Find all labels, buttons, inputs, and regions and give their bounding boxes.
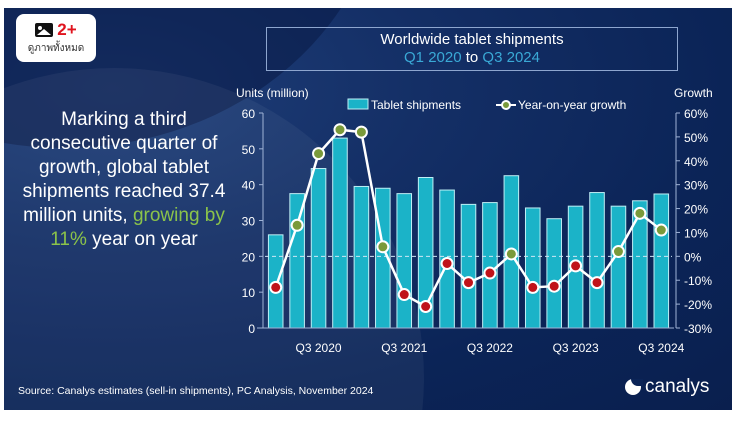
- y-tick-label: 10: [242, 286, 256, 300]
- growth-point-q3-2023: [569, 259, 583, 273]
- logo-text: canalys: [645, 376, 710, 397]
- growth-point-q1-2022: [440, 257, 454, 270]
- growth-point-q1-2023: [526, 280, 540, 294]
- legend-label-shipments: Tablet shipments: [371, 98, 461, 112]
- y2-tick-label: -30%: [684, 322, 712, 336]
- growth-point-q3-2020: [312, 147, 326, 161]
- subtitle-to: Q3 2024: [482, 49, 540, 66]
- canalys-logo-icon: [625, 379, 643, 395]
- growth-point-q2-2022: [462, 276, 475, 290]
- growth-point-q4-2020: [333, 123, 347, 137]
- growth-point-q2-2020: [290, 218, 304, 232]
- source-note: Source: Canalys estimates (sell-in shipm…: [18, 385, 374, 397]
- bar-q1-2021: [353, 185, 370, 329]
- bar-q4-2020: [332, 137, 348, 329]
- view-all-label: ดูภาพทั้งหมด: [27, 43, 85, 54]
- bar-q1-2024: [610, 205, 627, 329]
- y-tick-label: 50: [242, 143, 256, 157]
- y2-tick-label: -10%: [684, 274, 712, 288]
- growth-point-q2-2023: [547, 279, 561, 293]
- chart-title: Worldwide tablet shipments: [380, 31, 564, 48]
- y-tick-label: 0: [248, 322, 255, 336]
- y2-tick-label: 20%: [684, 203, 708, 217]
- bar-q3-2020: [310, 168, 327, 329]
- subtitle-to-word: to: [465, 49, 479, 66]
- y2-tick-label: 0%: [684, 250, 702, 264]
- bar-q2-2023: [546, 218, 562, 329]
- bar-q3-2022: [482, 202, 498, 329]
- canalys-logo: canalys: [625, 376, 709, 398]
- growth-point-q3-2022: [483, 266, 497, 280]
- y-tick-label: 20: [242, 250, 256, 264]
- growth-point-q1-2020: [269, 280, 283, 294]
- bar-q3-2021: [396, 193, 413, 329]
- bar-q3-2024: [653, 193, 670, 329]
- growth-point-q4-2021: [419, 300, 433, 313]
- y2-tick-label: 30%: [684, 179, 708, 193]
- x-tick-label: Q3 2020: [296, 341, 342, 355]
- growth-point-q1-2024: [611, 245, 625, 259]
- legend-marker: [501, 100, 511, 110]
- growth-point-q1-2021: [354, 125, 368, 139]
- bar-q2-2022: [460, 203, 477, 329]
- view-all-images-button[interactable]: 2+ ดูภาพทั้งหมด: [16, 14, 96, 62]
- image-count: 2+: [57, 20, 77, 39]
- bar-q2-2020: [289, 193, 305, 329]
- y2-tick-label: -20%: [684, 298, 712, 312]
- y2-tick-label: 60%: [684, 107, 708, 121]
- growth-point-q2-2021: [376, 240, 390, 254]
- legend-label-growth: Year-on-year growth: [518, 98, 626, 112]
- y-tick-label: 30: [242, 215, 256, 229]
- bar-q1-2023: [524, 207, 541, 329]
- y2-tick-label: 10%: [684, 226, 708, 240]
- growth-point-q3-2021: [397, 288, 411, 302]
- growth-point-q4-2023: [590, 276, 604, 290]
- growth-point-q2-2024: [633, 206, 647, 220]
- y2-tick-label: 50%: [684, 131, 708, 145]
- x-tick-label: Q3 2023: [553, 341, 599, 355]
- y2-axis-title: Growth: [674, 86, 713, 100]
- subtitle-from: Q1 2020: [404, 49, 462, 66]
- headline-highlight: growing by 11%: [50, 205, 225, 250]
- headline-post: year on year: [92, 229, 198, 250]
- x-tick-label: Q3 2021: [381, 341, 427, 355]
- chart-title-box: Worldwide tablet shipments Q1 2020 to Q3…: [266, 27, 678, 71]
- x-tick-label: Q3 2022: [467, 341, 513, 355]
- bar-q4-2023: [589, 192, 605, 329]
- growth-point-q4-2022: [504, 247, 518, 261]
- y2-tick-label: 40%: [684, 155, 708, 169]
- growth-point-q3-2024: [654, 223, 668, 237]
- y-axis-title: Units (million): [236, 86, 309, 100]
- image-icon: [35, 23, 54, 37]
- chart-subtitle: Q1 2020 to Q3 2024: [267, 49, 677, 66]
- y-tick-label: 40: [242, 179, 256, 193]
- bar-q2-2024: [632, 200, 648, 329]
- headline-text: Marking a third consecutive quarter of g…: [14, 108, 234, 252]
- headline-pre: Marking a third consecutive quarter of g…: [22, 109, 226, 226]
- x-tick-label: Q3 2024: [638, 341, 684, 355]
- y-tick-label: 60: [242, 107, 256, 121]
- legend-bar-swatch: [347, 98, 369, 110]
